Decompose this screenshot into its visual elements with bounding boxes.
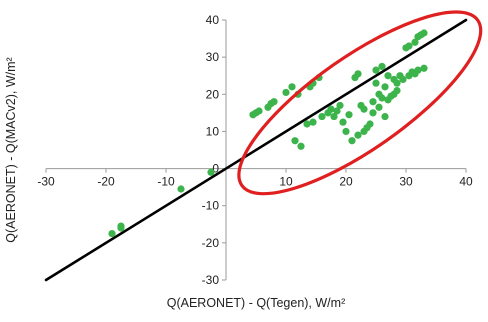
data-point: [291, 137, 299, 145]
data-point: [333, 107, 341, 115]
data-point: [420, 64, 428, 72]
data-point: [405, 42, 413, 50]
y-axis-title: Q(AERONET) - Q(MACv2), W/m²: [4, 57, 18, 242]
data-point: [345, 111, 353, 119]
y-tick-label: 30: [206, 50, 220, 64]
data-point: [384, 72, 392, 80]
data-point: [108, 229, 116, 238]
tick-labels: -30 -20 -10 10 20 30 40 -30 -20 -10 0 10 20 30 40: [37, 13, 473, 287]
x-tick-label: 10: [279, 175, 293, 189]
data-point: [420, 29, 428, 37]
reference-line: [44, 18, 468, 282]
data-point: [327, 105, 335, 113]
data-point: [369, 98, 377, 106]
data-point: [378, 62, 386, 71]
data-point: [375, 103, 383, 111]
data-point: [348, 137, 356, 145]
x-tick-label: -10: [157, 175, 175, 189]
x-tick-label: 20: [339, 175, 353, 189]
reference-line-group: [44, 18, 468, 282]
x-tick-label: 40: [459, 175, 473, 189]
data-point: [366, 120, 374, 128]
data-point: [177, 185, 185, 193]
data-point: [339, 118, 347, 126]
data-point: [330, 112, 338, 121]
data-point: [411, 38, 419, 46]
data-point: [381, 83, 389, 91]
data-point: [360, 105, 368, 113]
data-points: [108, 29, 428, 238]
data-point: [393, 79, 401, 87]
data-point: [393, 86, 401, 95]
x-tick-label: -30: [37, 175, 55, 189]
highlight-ellipse-group: [237, 10, 483, 196]
data-point: [309, 118, 317, 126]
data-point: [207, 168, 215, 176]
data-point: [354, 70, 362, 78]
x-tick-label: -20: [97, 175, 115, 189]
data-point: [336, 101, 344, 110]
data-point: [318, 112, 326, 121]
x-tick-label: 30: [399, 175, 413, 189]
data-point: [342, 127, 350, 136]
y-tick-label: -20: [202, 236, 220, 250]
y-tick-label: -30: [202, 273, 220, 287]
data-point: [297, 142, 305, 150]
y-tick-label: -10: [202, 199, 220, 213]
data-point: [282, 88, 290, 97]
y-tick-label: 20: [206, 87, 220, 101]
data-point: [255, 107, 263, 115]
data-point: [372, 79, 380, 87]
data-point: [288, 83, 296, 91]
x-axis-title: Q(AERONET) - Q(Tegen), W/m²: [167, 296, 345, 310]
data-point: [303, 120, 311, 128]
y-tick-label: 0: [212, 162, 219, 176]
highlight-ellipse: [237, 10, 483, 196]
data-point: [117, 222, 125, 230]
data-point: [354, 131, 362, 139]
y-tick-label: 10: [206, 124, 220, 138]
data-point: [270, 98, 278, 106]
data-point: [378, 94, 386, 102]
data-point: [381, 112, 389, 121]
data-point: [399, 75, 407, 84]
y-tick-label: 40: [206, 13, 220, 27]
data-point: [372, 66, 380, 74]
data-point: [369, 109, 377, 117]
data-point: [414, 66, 422, 74]
